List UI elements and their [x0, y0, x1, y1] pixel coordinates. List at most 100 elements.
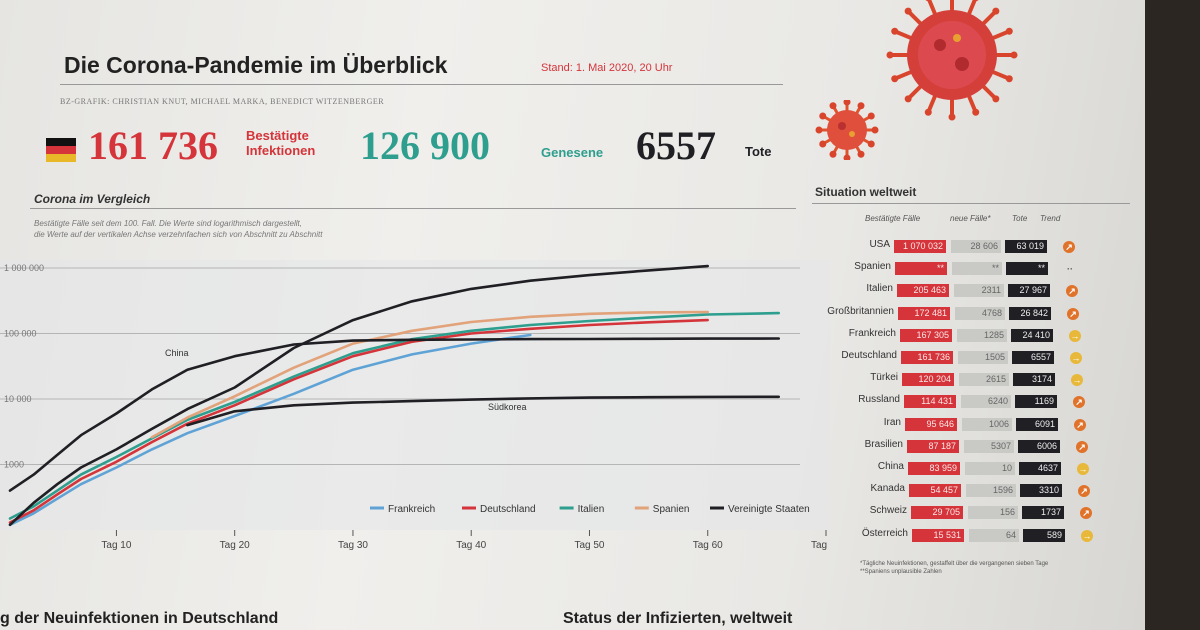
recovered-count: 126 900 — [360, 123, 490, 168]
trend-up-icon: ↗ — [1076, 441, 1088, 453]
y-tick-label: 1 000 000 — [4, 263, 44, 273]
x-tick-label: Tag 50 — [574, 540, 604, 551]
chart-note-line1: Bestätigte Fälle seit dem 100. Fall. Die… — [34, 219, 302, 228]
trend-flat-icon: → — [1081, 530, 1093, 542]
legend-label: Spanien — [653, 504, 690, 515]
row-country: Kanada — [870, 483, 905, 494]
x-tick-label: Tag 30 — [338, 540, 368, 551]
col-dead-header: Tote — [1012, 214, 1028, 223]
row-country: Iran — [883, 417, 901, 428]
row-country: Österreich — [861, 528, 908, 539]
row-country: Russland — [858, 394, 900, 405]
trend-up-icon: ↗ — [1078, 485, 1090, 497]
legend-label: Frankreich — [388, 504, 435, 515]
x-tick-label: Tag 10 — [101, 540, 131, 551]
row-country: Spanien — [854, 261, 891, 272]
cell-new: ** — [952, 262, 1002, 275]
y-tick-label: 1000 — [4, 460, 24, 470]
row-country: Großbritannien — [827, 306, 894, 317]
cell-deaths: 6557 — [1012, 351, 1054, 364]
date-stamp: Stand: 1. Mai 2020, 20 Uhr — [541, 62, 673, 74]
trend-flat-icon: → — [1069, 330, 1081, 342]
cell-cases: 172 481 — [898, 307, 950, 320]
cell-deaths: 1169 — [1015, 395, 1057, 408]
row-country: Schweiz — [869, 505, 907, 516]
comparison-divider — [30, 208, 796, 209]
cell-deaths: 6091 — [1016, 418, 1058, 431]
trend-up-icon: ↗ — [1066, 285, 1078, 297]
trend-flat-icon: → — [1071, 374, 1083, 386]
x-tick-label: Tag 70 — [811, 540, 830, 551]
y-tick-label: 10 000 — [4, 394, 32, 404]
y-tick-label: 100 000 — [4, 329, 37, 339]
comparison-heading: Corona im Vergleich — [34, 192, 151, 206]
series-line-deutschland — [8, 318, 709, 524]
series-line-vereinigte-staaten — [8, 264, 709, 527]
cell-new: 28 606 — [951, 240, 1001, 253]
row-country: USA — [869, 239, 890, 250]
x-tick-label: Tag 20 — [220, 540, 250, 551]
trend-none-icon: ·· — [1067, 264, 1073, 274]
series-line-südkorea — [186, 395, 780, 427]
cell-deaths: 3174 — [1013, 373, 1055, 386]
series-line-italien — [8, 311, 780, 520]
cell-deaths: 26 842 — [1009, 307, 1051, 320]
cell-new: 64 — [969, 529, 1019, 542]
recovered-label: Genesene — [541, 145, 604, 160]
cell-new: 4768 — [955, 307, 1005, 320]
legend-label: Italien — [578, 504, 605, 515]
newspaper-page: Die Corona-Pandemie im Überblick Stand: … — [0, 0, 1145, 630]
series-line-spanien — [150, 310, 709, 439]
trend-flat-icon: → — [1070, 352, 1082, 364]
cell-deaths: 6006 — [1018, 440, 1060, 453]
chart-note-line2: die Werte auf der vertikalen Achse verze… — [34, 230, 323, 239]
germany-flag-icon — [46, 138, 76, 162]
col-new-header: neue Fälle* — [950, 214, 991, 223]
col-trend-header: Trend — [1040, 214, 1061, 223]
credits: BZ-GRAFIK: CHRISTIAN KNUT, MICHAEL MARKA… — [60, 97, 385, 106]
cell-cases: 29 705 — [911, 506, 963, 519]
title-divider — [60, 84, 783, 85]
footnote-1: *Tägliche Neuinfektionen, gestaffelt übe… — [860, 561, 1049, 567]
row-country: Frankreich — [848, 328, 896, 339]
cell-new: 2311 — [954, 284, 1004, 297]
cell-cases: 15 531 — [912, 529, 964, 542]
cell-cases: ** — [895, 262, 947, 275]
deaths-count: 6557 — [636, 123, 716, 168]
world-divider — [812, 203, 1130, 204]
cell-new: 2615 — [959, 373, 1009, 386]
trend-flat-icon: → — [1077, 463, 1089, 475]
cell-deaths: 4637 — [1019, 462, 1061, 475]
cell-deaths: 589 — [1023, 529, 1065, 542]
chart-plot-area — [0, 260, 830, 530]
cell-new: 5307 — [964, 440, 1014, 453]
cell-deaths: 1737 — [1022, 506, 1064, 519]
cell-deaths: 27 967 — [1008, 284, 1050, 297]
cell-new: 10 — [965, 462, 1015, 475]
series-annotation: Südkorea — [488, 402, 527, 412]
cell-deaths: 24 410 — [1011, 329, 1053, 342]
page-title: Die Corona-Pandemie im Überblick — [64, 52, 448, 78]
row-country: Türkei — [870, 372, 898, 383]
series-annotation: China — [165, 348, 189, 358]
cell-new: 156 — [968, 506, 1018, 519]
cell-cases: 95 646 — [905, 418, 957, 431]
cell-cases: 114 431 — [904, 395, 956, 408]
trend-up-icon: ↗ — [1067, 308, 1079, 320]
infected-count: 161 736 — [88, 123, 218, 168]
deaths-label: Tote — [745, 144, 772, 159]
cell-deaths: ** — [1006, 262, 1048, 275]
trend-up-icon: ↗ — [1073, 396, 1085, 408]
x-tick-label: Tag 60 — [693, 540, 723, 551]
cell-cases: 54 457 — [909, 484, 961, 497]
cell-new: 1006 — [962, 418, 1012, 431]
cell-cases: 1 070 032 — [894, 240, 946, 253]
cell-new: 1505 — [958, 351, 1008, 364]
bottom-right-heading: Status der Infizierten, weltweit — [563, 610, 793, 627]
cell-cases: 161 736 — [901, 351, 953, 364]
cell-cases: 205 463 — [897, 284, 949, 297]
row-country: Deutschland — [841, 350, 897, 361]
cell-cases: 120 204 — [902, 373, 954, 386]
col-cases-header: Bestätigte Fälle — [865, 214, 921, 223]
cell-deaths: 63 019 — [1005, 240, 1047, 253]
